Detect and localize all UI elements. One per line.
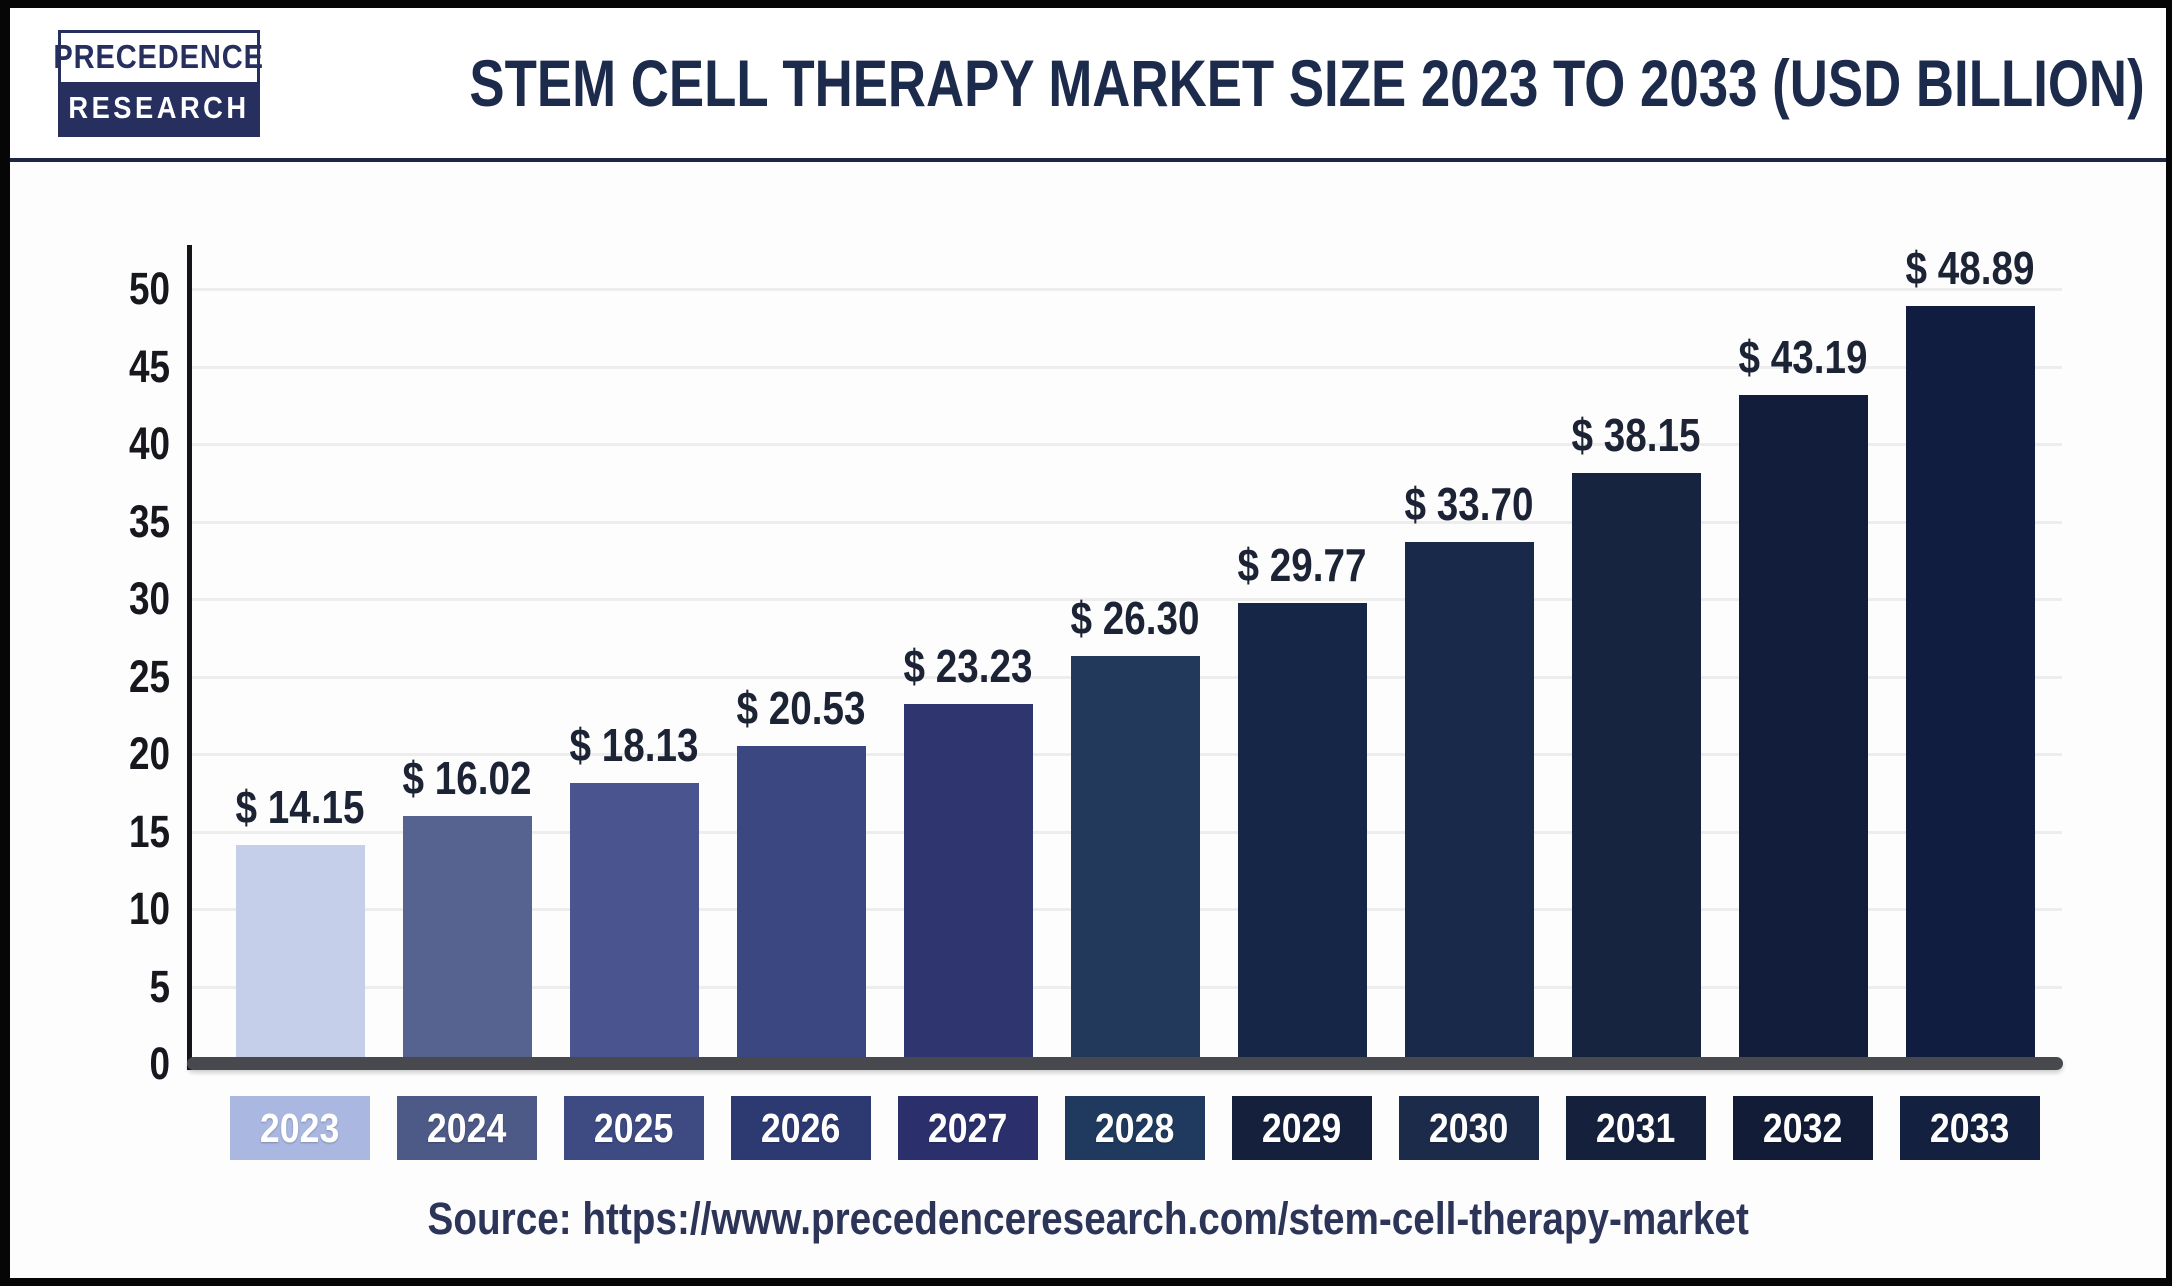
y-tick-text: 0 — [149, 1038, 170, 1089]
x-category-text: 2028 — [1095, 1104, 1175, 1151]
x-category-text: 2033 — [1930, 1104, 2010, 1151]
x-category-box-2025: 2025 — [564, 1096, 704, 1160]
x-category-text: 2027 — [928, 1104, 1008, 1151]
y-tick-label-20: 20 — [10, 726, 170, 782]
header-divider — [10, 158, 2166, 162]
bar-2031 — [1571, 472, 1701, 1060]
y-tick-text: 50 — [128, 263, 170, 314]
precedence-research-logo: PRECEDENCE RESEARCH — [54, 29, 263, 137]
bar-2025 — [569, 782, 699, 1060]
y-tick-text: 35 — [128, 495, 170, 547]
source-text: Source: https://www.precedenceresearch.c… — [427, 1193, 1749, 1244]
x-category-text: 2023 — [260, 1104, 340, 1151]
header: PRECEDENCE RESEARCH STEM CELL THERAPY MA… — [10, 8, 2166, 158]
y-tick-text: 45 — [128, 340, 170, 392]
x-axis-baseline — [187, 1057, 2063, 1070]
x-category-box-2028: 2028 — [1065, 1096, 1205, 1160]
y-tick-text: 5 — [149, 960, 170, 1012]
y-tick-text: 20 — [128, 728, 170, 779]
chart-title: STEM CELL THERAPY MARKET SIZE 2023 TO 20… — [469, 46, 2145, 120]
y-axis-line — [187, 245, 192, 1070]
y-tick-label-25: 25 — [10, 649, 170, 705]
source-line: Source: https://www.precedenceresearch.c… — [10, 1193, 2166, 1245]
y-tick-text: 30 — [128, 573, 170, 624]
logo-text-precedence: PRECEDENCE — [53, 38, 265, 75]
x-category-text: 2030 — [1429, 1104, 1509, 1151]
value-label-2026: $ 20.53 — [736, 681, 866, 734]
logo-text-research: RESEARCH — [68, 89, 250, 125]
y-tick-label-30: 30 — [10, 571, 170, 627]
value-label-2031: $ 38.15 — [1571, 408, 1701, 461]
bar-2027 — [903, 703, 1033, 1060]
logo-line-2: RESEARCH — [61, 81, 257, 134]
bar-2033 — [1905, 306, 2035, 1060]
y-tick-label-40: 40 — [10, 416, 170, 472]
bar-2028 — [1070, 656, 1200, 1060]
x-category-text: 2029 — [1262, 1104, 1342, 1151]
title-wrap: STEM CELL THERAPY MARKET SIZE 2023 TO 20… — [260, 45, 2166, 121]
value-label-2025: $ 18.13 — [569, 718, 699, 771]
bar-2030 — [1404, 541, 1534, 1060]
value-label-2027: $ 23.23 — [903, 639, 1033, 692]
x-category-box-2033: 2033 — [1900, 1096, 2040, 1160]
y-tick-text: 15 — [128, 805, 170, 857]
y-tick-label-10: 10 — [10, 881, 170, 937]
gridline-30 — [190, 598, 2062, 601]
y-tick-label-5: 5 — [10, 959, 170, 1015]
x-category-text: 2031 — [1596, 1104, 1676, 1151]
x-category-box-2027: 2027 — [898, 1096, 1038, 1160]
bar-2026 — [736, 745, 866, 1060]
bar-2029 — [1237, 602, 1367, 1060]
y-tick-text: 40 — [128, 418, 170, 469]
x-category-box-2031: 2031 — [1566, 1096, 1706, 1160]
bar-2023 — [235, 844, 365, 1060]
y-tick-label-50: 50 — [10, 261, 170, 317]
x-category-text: 2026 — [761, 1104, 841, 1151]
x-category-box-2030: 2030 — [1399, 1096, 1539, 1160]
bar-2024 — [402, 815, 532, 1060]
x-category-box-2029: 2029 — [1232, 1096, 1372, 1160]
gridline-40 — [190, 443, 2062, 446]
value-label-2030: $ 33.70 — [1404, 477, 1534, 530]
y-tick-text: 25 — [128, 650, 170, 702]
x-category-text: 2025 — [594, 1104, 674, 1151]
infographic-frame: PRECEDENCE RESEARCH STEM CELL THERAPY MA… — [10, 8, 2166, 1278]
plot-area: 0 5 10 15 20 25 30 35 40 45 50 $ 14.15 2023 $ 16.02 20… — [10, 8, 2166, 1278]
y-tick-label-15: 15 — [10, 804, 170, 860]
y-tick-text: 10 — [128, 883, 170, 934]
gridline-35 — [190, 520, 2062, 524]
gridline-45 — [190, 365, 2062, 369]
y-tick-label-35: 35 — [10, 494, 170, 550]
value-label-2032: $ 43.19 — [1738, 330, 1868, 383]
value-label-2023: $ 14.15 — [235, 780, 365, 833]
bar-2032 — [1738, 394, 1868, 1060]
x-category-box-2032: 2032 — [1733, 1096, 1873, 1160]
y-tick-label-0: 0 — [10, 1036, 170, 1092]
x-category-box-2026: 2026 — [731, 1096, 871, 1160]
x-category-box-2024: 2024 — [397, 1096, 537, 1160]
value-label-2024: $ 16.02 — [402, 751, 532, 804]
x-category-box-2023: 2023 — [230, 1096, 370, 1160]
x-category-text: 2032 — [1763, 1104, 1843, 1151]
value-label-2028: $ 26.30 — [1070, 592, 1200, 645]
x-category-text: 2024 — [427, 1104, 507, 1151]
value-label-2033: $ 48.89 — [1905, 242, 2035, 295]
value-label-2029: $ 29.77 — [1237, 538, 1367, 591]
y-tick-label-45: 45 — [10, 339, 170, 395]
gridline-50 — [190, 288, 2062, 291]
logo-line-1: PRECEDENCE — [54, 32, 263, 82]
